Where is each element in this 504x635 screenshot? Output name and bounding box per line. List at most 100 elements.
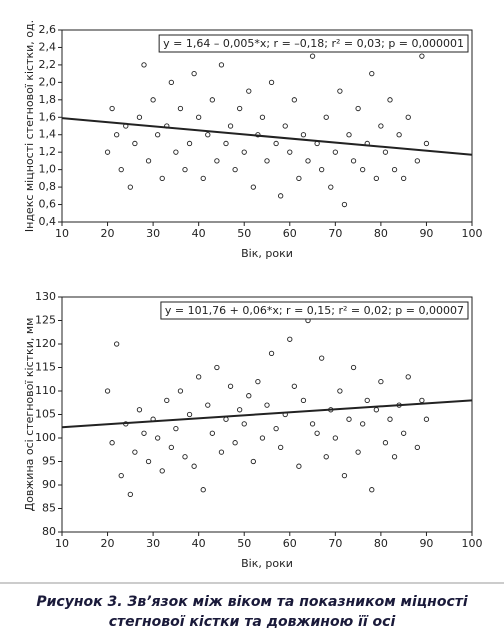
point (391, 454, 398, 460)
point (132, 449, 138, 455)
point (273, 425, 279, 432)
point (173, 425, 179, 432)
point (164, 397, 170, 404)
x-tick-label: 50 (237, 537, 251, 550)
point (227, 123, 234, 129)
point (155, 132, 161, 138)
point (355, 105, 361, 112)
x-tick-label: 60 (283, 227, 297, 240)
point (337, 88, 343, 94)
point (401, 430, 407, 436)
point (282, 123, 288, 129)
x-tick-label: 70 (328, 227, 342, 240)
point (232, 166, 238, 173)
y-tick-label: 2,6 (39, 23, 57, 36)
x-axis-label: Вік, роки (241, 247, 293, 260)
point (419, 53, 425, 59)
point (246, 88, 252, 94)
point (237, 407, 243, 413)
point (177, 105, 184, 112)
y-tick-label: 0,4 (39, 215, 57, 228)
point (232, 440, 238, 446)
trend-line (61, 399, 473, 429)
x-tick-label: 100 (462, 227, 483, 240)
point (250, 458, 256, 465)
x-tick-label: 20 (101, 537, 115, 550)
point (364, 397, 370, 404)
point (200, 175, 206, 182)
caption-line: Рисунок 3. Зв’язок між віком та показник… (36, 594, 468, 610)
point (186, 411, 193, 418)
y-tick-label: 130 (35, 290, 56, 303)
point (419, 397, 425, 404)
x-tick-label: 20 (101, 227, 115, 240)
point (309, 53, 316, 59)
point (141, 430, 147, 436)
point (401, 175, 407, 182)
point (182, 454, 188, 460)
y-tick-label: 1,6 (39, 110, 57, 123)
point (136, 407, 143, 413)
point (346, 416, 352, 422)
trend-line (61, 117, 473, 156)
y-tick-label: 125 (35, 314, 56, 327)
caption-line: стегнової кістки та довжиною її осі (109, 614, 396, 630)
point (369, 487, 375, 493)
point (287, 336, 293, 342)
point (223, 416, 229, 422)
point (350, 158, 357, 164)
point (104, 388, 111, 394)
point (360, 166, 366, 173)
point (200, 487, 206, 493)
point (405, 114, 411, 120)
point (332, 149, 338, 155)
point (150, 97, 156, 103)
point (177, 388, 184, 394)
x-tick-label: 40 (192, 537, 206, 550)
point (168, 79, 174, 86)
x-tick-label: 90 (419, 227, 433, 240)
point (346, 132, 352, 138)
point (378, 123, 384, 129)
point (314, 430, 320, 436)
point (296, 463, 302, 469)
point (305, 158, 311, 164)
y-tick-label: 115 (35, 361, 56, 374)
y-axis-label: Довжина осі стегнової кістки, мм (23, 318, 36, 512)
point (182, 166, 188, 173)
point (287, 149, 293, 155)
point (168, 444, 174, 451)
point (373, 175, 379, 182)
y-tick-label: 120 (35, 337, 56, 350)
point (127, 491, 133, 498)
point (241, 149, 247, 155)
point (250, 184, 256, 190)
point (414, 444, 420, 451)
point (209, 97, 215, 103)
point (223, 140, 229, 147)
y-tick-label: 2,4 (39, 40, 57, 53)
point (227, 383, 234, 389)
point (396, 132, 402, 138)
point (114, 341, 120, 347)
point (196, 114, 202, 120)
plot-frame (61, 29, 473, 223)
annotation: y = 1,64 – 0,005*x; r = –0,18; r² = 0,03… (163, 37, 464, 50)
point (423, 140, 430, 147)
point (268, 79, 275, 86)
point (264, 158, 270, 164)
point (405, 374, 411, 380)
point (259, 114, 266, 120)
point (186, 140, 193, 147)
point (309, 421, 316, 427)
point (268, 350, 275, 357)
point (214, 364, 220, 371)
point (337, 388, 343, 394)
point (155, 435, 161, 441)
point (191, 70, 197, 77)
point (246, 393, 252, 399)
point (273, 140, 279, 147)
y-tick-label: 0,6 (39, 198, 57, 211)
x-tick-label: 90 (419, 537, 433, 550)
